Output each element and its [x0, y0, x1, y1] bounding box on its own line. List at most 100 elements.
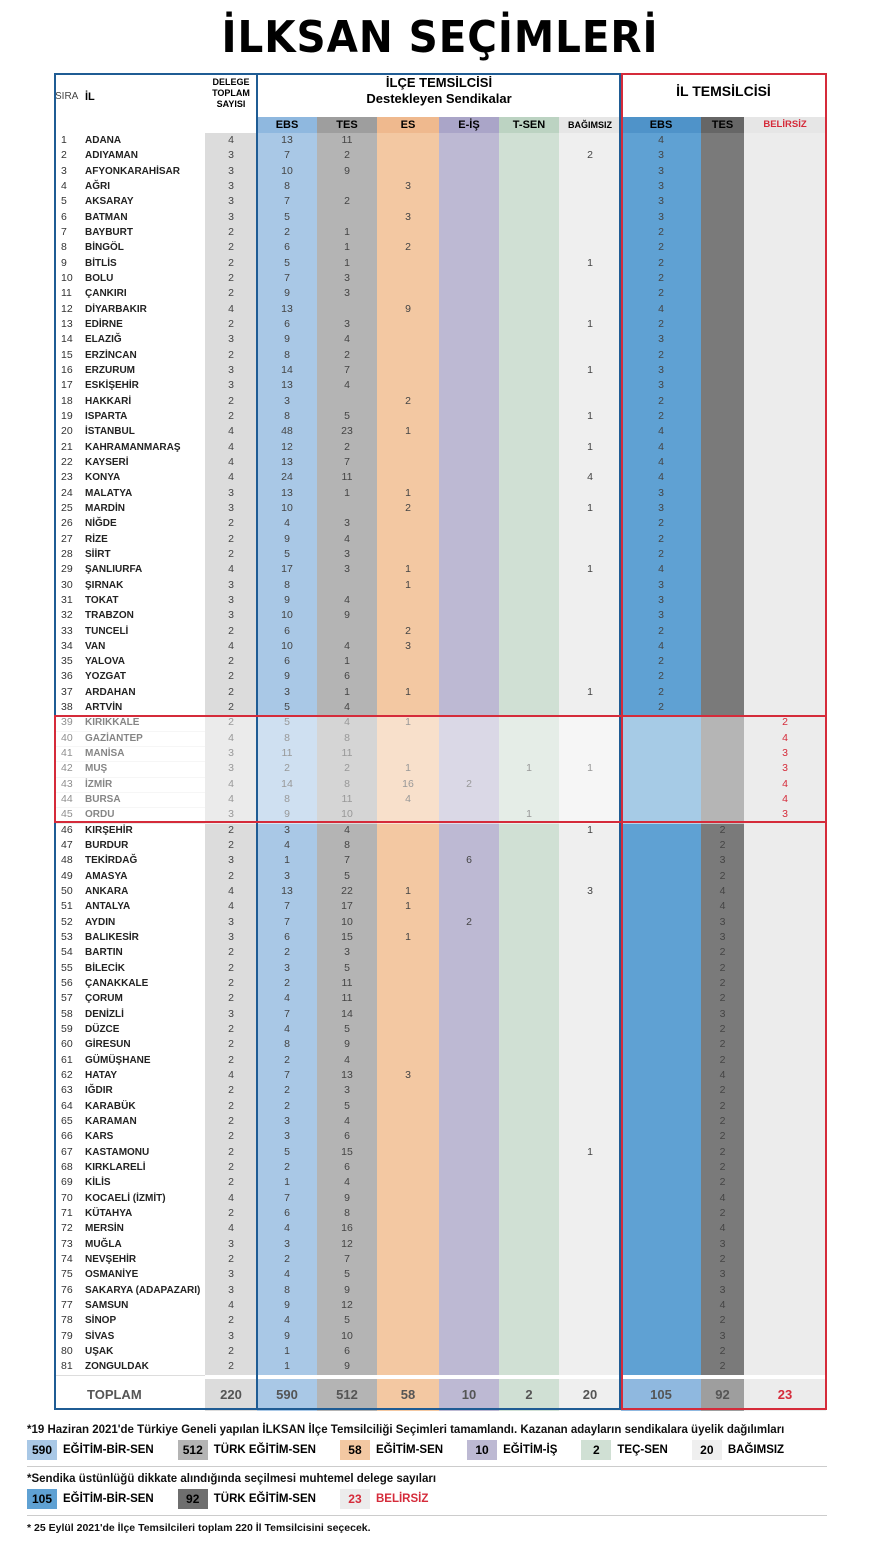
legend-label: EĞİTİM-SEN: [375, 1444, 444, 1456]
cell-il_tes: [701, 240, 744, 257]
table-row: 40 GAZİANTEP 4 8 8 4: [55, 730, 826, 748]
cell-delege: 4: [205, 792, 257, 809]
table-row: 25 MARDİN 3 10 2 1 3: [55, 500, 826, 518]
table-row: 69 KİLİS 2 1 4 2: [55, 1175, 826, 1192]
cell-eis: [439, 224, 499, 242]
table-row: 20 İSTANBUL 4 48 23 1 4: [55, 424, 826, 441]
cell-eis: [439, 1328, 499, 1345]
cell-bagimsiz: 1: [559, 562, 621, 579]
cell-belirsiz: [744, 546, 826, 564]
cell-ebs: 1: [257, 1343, 317, 1361]
cell-belirsiz: [744, 592, 826, 610]
cell-belirsiz: [744, 316, 826, 334]
cell-tsen: [499, 930, 559, 947]
cell-tes: 3: [317, 516, 377, 533]
cell-belirsiz: [744, 1359, 826, 1376]
cell-ebs: 8: [257, 792, 317, 809]
cell-bagimsiz: [559, 792, 621, 809]
cell-il_tes: [701, 378, 744, 395]
cell-il_ebs: [621, 914, 701, 932]
cell-tes: 5: [317, 1098, 377, 1115]
cell-delege: 2: [205, 546, 257, 564]
cell-il_tes: 3: [701, 1236, 744, 1253]
legend-swatch: 92: [177, 1489, 208, 1509]
cell-eis: [439, 1052, 499, 1070]
table-row: 32 TRABZON 3 10 9 3: [55, 608, 826, 625]
cell-tsen: [499, 991, 559, 1008]
cell-es: 1: [377, 884, 439, 901]
cell-sira: 40: [55, 730, 85, 748]
cell-delege: 2: [205, 1098, 257, 1115]
table-row: 31 TOKAT 3 9 4 3: [55, 592, 826, 610]
table-row: 65 KARAMAN 2 3 4 2: [55, 1114, 826, 1131]
cell-il_tes: 3: [701, 1328, 744, 1345]
cell-sira: 19: [55, 408, 85, 426]
cell-sira: 71: [55, 1205, 85, 1223]
cell-delege: 2: [205, 240, 257, 257]
cell-eis: [439, 592, 499, 610]
cell-sira: 41: [55, 746, 85, 763]
cell-es: [377, 945, 439, 962]
cell-es: [377, 1267, 439, 1284]
cell-il_ebs: [621, 884, 701, 901]
cell-bagimsiz: [559, 393, 621, 410]
cell-il: KOCAELİ (İZMİT): [85, 1190, 205, 1207]
cell-sira: 81: [55, 1359, 85, 1376]
cell-delege: 2: [205, 822, 257, 840]
cell-delege: 2: [205, 393, 257, 410]
cell-es: [377, 608, 439, 625]
table-row: 43 İZMİR 4 14 8 16 2 4: [55, 776, 826, 794]
cell-tsen: [499, 1359, 559, 1376]
cell-il_ebs: [621, 1343, 701, 1361]
cell-il_ebs: 4: [621, 424, 701, 441]
legend-il: 105 EĞİTİM-BİR-SEN 92 TÜRK EĞİTİM-SEN 23 BELİ…: [27, 1489, 827, 1509]
cell-tes: 7: [317, 1251, 377, 1269]
cell-delege: 4: [205, 1221, 257, 1238]
legend-label: EĞİTİM-BİR-SEN: [63, 1444, 154, 1456]
cell-ebs: 9: [257, 807, 317, 824]
cell-tes: 8: [317, 1205, 377, 1223]
cell-eis: [439, 531, 499, 548]
table-row: 67 KASTAMONU 2 5 15 1 2: [55, 1144, 826, 1161]
cell-il_tes: [701, 332, 744, 349]
cell-il: BİTLİS: [85, 255, 205, 272]
cell-bagimsiz: [559, 730, 621, 748]
cell-eis: [439, 1267, 499, 1284]
cell-tsen: [499, 730, 559, 748]
cell-il_tes: [701, 270, 744, 288]
cell-ebs: 13: [257, 485, 317, 502]
cell-tes: 7: [317, 853, 377, 870]
cell-es: [377, 807, 439, 824]
cell-tes: [317, 301, 377, 318]
cell-bagimsiz: [559, 454, 621, 472]
cell-sira: 64: [55, 1098, 85, 1115]
legend-item: 10 EĞİTİM-İŞ: [467, 1440, 557, 1460]
cell-belirsiz: [744, 1313, 826, 1330]
table-row: 12 DİYARBAKIR 4 13 9 4: [55, 301, 826, 318]
legend-swatch: 105: [27, 1489, 57, 1509]
cell-il: KAHRAMANMARAŞ: [85, 439, 205, 456]
cell-eis: [439, 945, 499, 962]
cell-eis: [439, 362, 499, 380]
cell-sira: 45: [55, 807, 85, 824]
table-row: 46 KIRŞEHİR 2 3 4 1 2: [55, 822, 826, 840]
cell-tsen: [499, 393, 559, 410]
cell-ebs: 9: [257, 592, 317, 610]
cell-il_tes: 2: [701, 1083, 744, 1100]
cell-belirsiz: [744, 562, 826, 579]
cell-belirsiz: [744, 1068, 826, 1085]
cell-ebs: 8: [257, 1037, 317, 1054]
cell-es: 1: [377, 684, 439, 702]
cell-ebs: 9: [257, 669, 317, 686]
cell-tsen: [499, 746, 559, 763]
cell-delege: 4: [205, 884, 257, 901]
cell-ebs: 8: [257, 347, 317, 364]
cell-es: 2: [377, 393, 439, 410]
table-row: 26 NİĞDE 2 4 3 2: [55, 516, 826, 533]
cell-il_ebs: 3: [621, 194, 701, 211]
cell-tsen: [499, 1037, 559, 1054]
cell-es: 2: [377, 240, 439, 257]
cell-delege: 2: [205, 270, 257, 288]
cell-belirsiz: [744, 332, 826, 349]
cell-belirsiz: [744, 393, 826, 410]
